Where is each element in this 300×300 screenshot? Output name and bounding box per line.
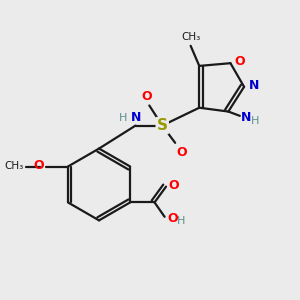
Text: O: O bbox=[177, 146, 187, 159]
Text: CH₃: CH₃ bbox=[181, 32, 200, 42]
Text: H: H bbox=[250, 116, 259, 126]
Text: H: H bbox=[119, 113, 127, 123]
Text: N: N bbox=[131, 111, 142, 124]
Text: CH₃: CH₃ bbox=[5, 161, 24, 171]
Text: O: O bbox=[34, 159, 44, 172]
Text: N: N bbox=[248, 79, 259, 92]
Text: O: O bbox=[168, 179, 179, 192]
Text: N: N bbox=[241, 111, 251, 124]
Text: H: H bbox=[177, 216, 185, 226]
Text: O: O bbox=[167, 212, 178, 225]
Text: S: S bbox=[157, 118, 168, 133]
Text: O: O bbox=[234, 55, 244, 68]
Text: O: O bbox=[141, 90, 152, 103]
